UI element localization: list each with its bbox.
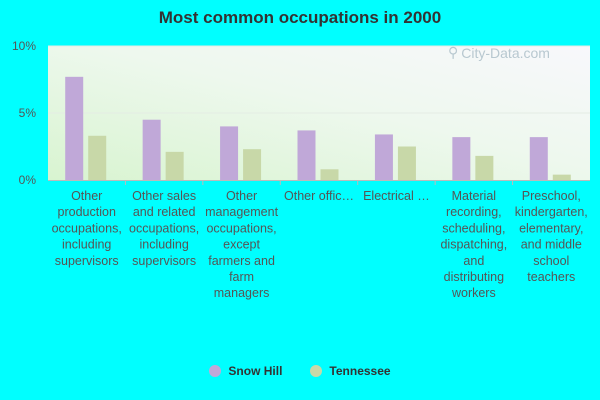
- x-tick-label: Preschool, kindergarten, elementary, and mi…: [515, 189, 588, 284]
- magnifier-icon: ⚲: [448, 44, 459, 60]
- watermark-text: City-Data.com: [461, 44, 550, 61]
- legend-swatch: [310, 365, 323, 377]
- bar-snow-hill[interactable]: [220, 126, 239, 180]
- bar-snow-hill[interactable]: [529, 137, 548, 180]
- legend-item-tennessee[interactable]: Tennessee: [310, 364, 391, 378]
- bar-snow-hill[interactable]: [65, 76, 84, 180]
- bar-snow-hill[interactable]: [374, 134, 393, 180]
- x-tick-label: Other production occupations, including supe…: [52, 189, 122, 268]
- bar-snow-hill[interactable]: [452, 137, 471, 180]
- bar-snow-hill[interactable]: [142, 119, 161, 180]
- x-tick-label: Other management occupations, except farmers…: [205, 189, 278, 300]
- legend-item-snow-hill[interactable]: Snow Hill: [209, 364, 282, 378]
- y-tick-label: 10%: [12, 39, 36, 53]
- legend-swatch: [209, 365, 222, 377]
- bar-tennessee[interactable]: [165, 151, 184, 180]
- x-tick-label: Electrical …: [363, 189, 430, 203]
- bar-tennessee[interactable]: [88, 135, 107, 180]
- x-tick-label: Material recording, scheduling, dispatching…: [440, 189, 507, 300]
- bar-tennessee[interactable]: [552, 174, 571, 180]
- bar-tennessee[interactable]: [320, 169, 339, 180]
- x-tick-label: Other sales and related occupations, includ…: [129, 189, 199, 268]
- y-tick-label: 0%: [19, 173, 37, 187]
- legend-label: Tennessee: [329, 364, 391, 378]
- x-tick-label: Other offic…: [284, 189, 354, 203]
- watermark: ⚲ City-Data.com: [448, 44, 550, 61]
- chart-title: Most common occupations in 2000: [158, 8, 442, 27]
- y-tick-label: 5%: [19, 106, 37, 120]
- bar-snow-hill[interactable]: [297, 130, 316, 180]
- bar-chart: Other production occupations, including supe…: [12, 39, 590, 300]
- legend: Snow Hill Tennessee: [0, 364, 600, 378]
- bar-tennessee[interactable]: [397, 146, 416, 181]
- bar-tennessee[interactable]: [243, 149, 262, 180]
- legend-label: Snow Hill: [228, 364, 283, 378]
- bar-tennessee[interactable]: [475, 155, 494, 180]
